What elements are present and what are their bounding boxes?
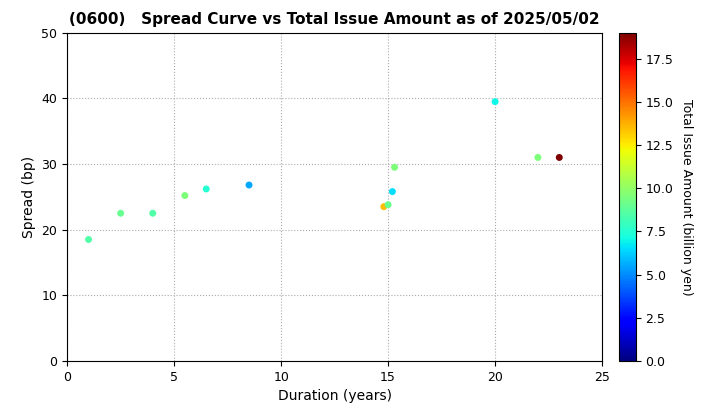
Point (200, 186, 212, 192)
Point (490, 98, 501, 105)
Point (387, 188, 398, 195)
Point (179, 192, 191, 199)
Point (83, 236, 94, 243)
Point (532, 154, 544, 161)
Point (554, 154, 565, 161)
Point (389, 164, 400, 171)
Point (378, 203, 390, 210)
Point (115, 210, 127, 217)
Point (382, 201, 394, 208)
Point (243, 182, 255, 189)
Title: (0600)   Spread Curve vs Total Issue Amount as of 2025/05/02: (0600) Spread Curve vs Total Issue Amoun… (69, 13, 600, 27)
X-axis label: Duration (years): Duration (years) (278, 389, 392, 403)
Y-axis label: Spread (bp): Spread (bp) (22, 156, 36, 238)
Y-axis label: Total Issue Amount (billion yen): Total Issue Amount (billion yen) (680, 99, 693, 295)
Point (147, 210, 158, 217)
